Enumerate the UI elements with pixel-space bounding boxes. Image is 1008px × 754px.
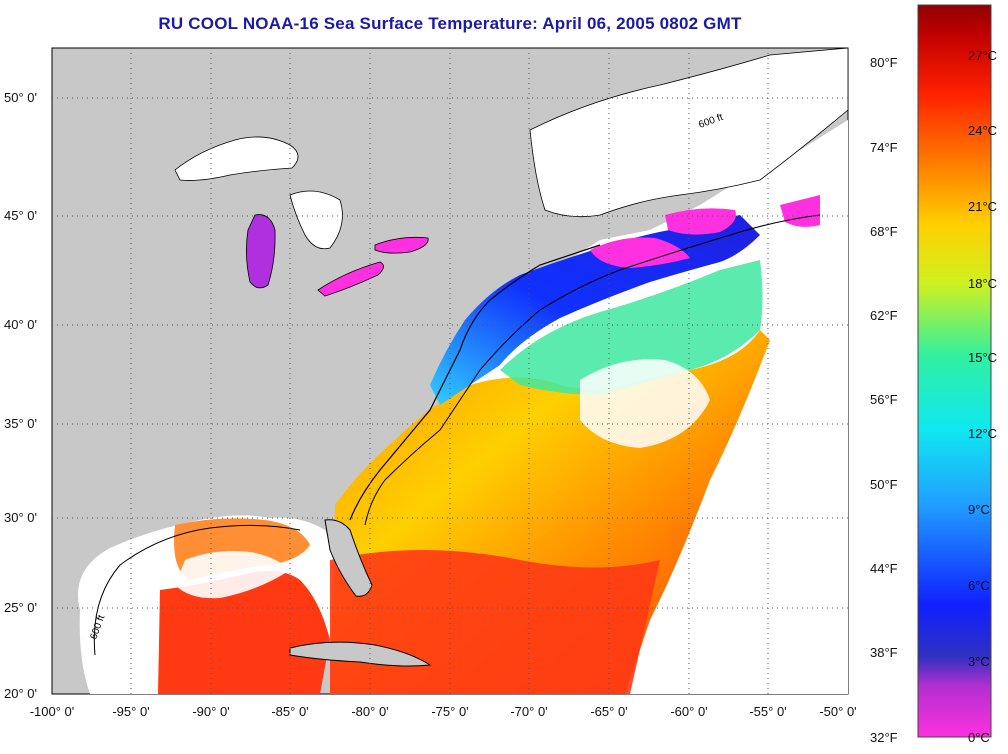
cuba <box>289 641 432 667</box>
lon-label-90: -90° 0' <box>192 704 230 719</box>
lake-superior <box>174 136 299 181</box>
colorbar <box>917 4 992 738</box>
lat-label-40: 40° 0' <box>4 317 37 332</box>
colorbar-f-32: 32°F <box>870 730 898 745</box>
lake-erie <box>317 261 384 297</box>
lon-label-85: -85° 0' <box>271 704 309 719</box>
lake-ontario <box>374 236 429 254</box>
colorbar-f-68: 68°F <box>870 224 898 239</box>
lat-label-45: 45° 0' <box>4 208 37 223</box>
colorbar-c-12: 12°C <box>968 426 998 441</box>
lake-michigan <box>246 214 276 289</box>
colorbar-c-15: 15°C <box>968 350 998 365</box>
cold-patch-newfoundland <box>780 195 820 227</box>
colorbar-f-44: 44°F <box>870 561 898 576</box>
lon-label-100: -100° 0' <box>29 704 75 719</box>
gulf-sst-warm <box>158 571 330 694</box>
lon-label-80: -80° 0' <box>351 704 389 719</box>
lon-label-95: -95° 0' <box>112 704 150 719</box>
lat-label-35: 35° 0' <box>4 416 37 431</box>
colorbar-c-27: 27°C <box>968 48 998 63</box>
colorbar-c-21: 21°C <box>968 199 998 214</box>
lon-label-60: -60° 0' <box>670 704 708 719</box>
east-coastline <box>349 244 601 521</box>
colorbar-f-50: 50°F <box>870 477 898 492</box>
lon-label-50: -50° 0' <box>819 704 857 719</box>
colorbar-f-74: 74°F <box>870 140 898 155</box>
cold-patch-nova-scotia <box>665 208 736 235</box>
colorbar-f-38: 38°F <box>870 645 898 660</box>
colorbar-c-3: 3°C <box>968 654 990 669</box>
lat-label-25: 25° 0' <box>4 600 37 615</box>
colorbar-c-0: 0°C <box>968 730 990 745</box>
lon-label-75: -75° 0' <box>431 704 469 719</box>
lat-label-30: 30° 0' <box>4 510 37 525</box>
colorbar-f-56: 56°F <box>870 392 898 407</box>
isobath-600ft-east <box>364 214 821 526</box>
st-lawrence-region <box>529 47 849 218</box>
lat-label-50: 50° 0' <box>4 90 37 105</box>
colorbar-c-24: 24°C <box>968 123 998 138</box>
swath-south-hot <box>330 550 660 694</box>
lake-huron <box>289 190 343 250</box>
shelf-cold <box>430 215 760 405</box>
florida <box>324 519 373 597</box>
cloud-patch-offshore <box>580 359 710 448</box>
lat-label-20: 20° 0' <box>4 686 37 701</box>
gulf-cloud <box>175 551 290 599</box>
colorbar-f-80: 80°F <box>870 55 898 70</box>
colorbar-f-62: 62°F <box>870 308 898 323</box>
colorbar-c-18: 18°C <box>968 276 998 291</box>
lon-label-70: -70° 0' <box>510 704 548 719</box>
colorbar-c-9: 9°C <box>968 502 990 517</box>
colorbar-c-6: 6°C <box>968 578 990 593</box>
slope-water <box>500 260 763 395</box>
isobath-600ft-gulf <box>93 524 301 656</box>
lon-label-65: -65° 0' <box>590 704 628 719</box>
cold-patch-gulf-of-maine <box>590 237 690 268</box>
map-title: RU COOL NOAA-16 Sea Surface Temperature:… <box>158 14 742 33</box>
lon-label-55: -55° 0' <box>749 704 787 719</box>
